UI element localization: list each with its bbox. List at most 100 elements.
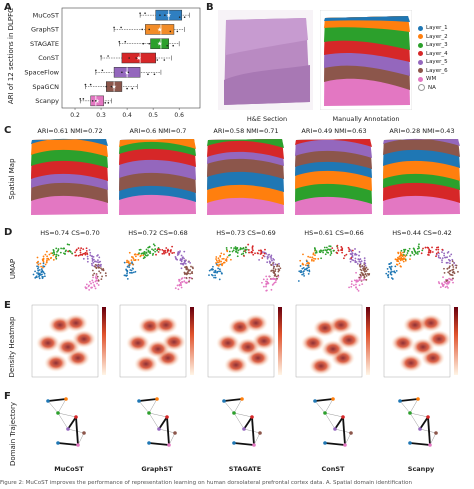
trajectory-graphst: GraphST <box>116 393 200 477</box>
mean-marker: ★ <box>157 41 162 48</box>
trajectory-edge <box>138 400 150 414</box>
trajectory-method-label: ConST <box>321 465 345 473</box>
umap-plot <box>32 243 107 291</box>
trajectory-graph <box>222 397 262 447</box>
legend-item-layer-2: Layer_2 <box>418 33 448 42</box>
trajectory-node <box>46 399 50 403</box>
trajectory-edge <box>148 412 168 418</box>
trajectory-node <box>240 397 244 401</box>
method-label-const: ConST <box>38 54 59 62</box>
trajectory-edge <box>324 442 346 446</box>
method-label-stagate: STAGATE <box>30 40 59 48</box>
sample-point <box>89 83 92 86</box>
legend-swatch <box>418 25 423 31</box>
trajectory-edge <box>409 442 431 446</box>
legend-item-layer-1: Layer_1 <box>418 24 448 33</box>
trajectory-node <box>232 411 236 415</box>
annotation-layers <box>319 9 413 111</box>
legend-swatch <box>418 51 423 57</box>
x-tick-label: 0.4 <box>122 112 132 119</box>
trajectory-edge <box>344 432 352 446</box>
legend-label: Layer_2 <box>426 33 448 40</box>
trajectory-node <box>333 427 337 431</box>
sample-point <box>127 71 130 74</box>
trajectory-edge <box>342 416 346 446</box>
sample-point <box>101 69 104 72</box>
trajectory-edge <box>67 428 85 434</box>
spatial-map-2: ARI=0.6 NMI=0.7 <box>116 127 200 222</box>
umap-plot <box>208 243 282 292</box>
sample-point <box>104 102 107 104</box>
trajectory-edge <box>57 398 67 414</box>
trajectory-edge <box>233 398 243 414</box>
trajectory-const: ConST <box>292 393 376 477</box>
figure-caption: Figure 2: MuCoST improves the performanc… <box>0 480 412 486</box>
trajectory-edge <box>409 412 421 430</box>
sample-point <box>135 57 138 59</box>
legend-item-na: NA <box>418 84 448 93</box>
umap-4: HS=0.61 CS=0.66 <box>292 229 376 301</box>
legend-swatch <box>418 59 423 65</box>
trajectory-edge <box>77 432 85 446</box>
trajectory-node <box>398 399 402 403</box>
trajectory-edge <box>233 442 255 446</box>
sample-point <box>113 26 115 29</box>
legend-swatch <box>418 68 423 74</box>
trajectory-method-label: GraphST <box>141 465 173 473</box>
spatial-score-label: ARI=0.49 NMI=0.63 <box>301 127 367 135</box>
umap-plot <box>123 243 194 291</box>
mean-marker: ★ <box>94 98 99 105</box>
spatial-map-4: ARI=0.49 NMI=0.63 <box>292 127 376 222</box>
density-heatmap-5 <box>380 303 464 389</box>
mean-marker: ★ <box>111 84 116 91</box>
box-plot: ★ MuCoST ★ GraphST ★ STAGATE ★ ConST ★ SpaceFlow ★… <box>24 7 201 119</box>
umap-score-label: HS=0.74 CS=0.70 <box>40 229 100 237</box>
trajectory-node <box>74 415 78 419</box>
sample-point <box>163 59 166 61</box>
spatial-score-label: ARI=0.61 NMI=0.72 <box>37 127 103 135</box>
legend-item-layer-4: Layer_4 <box>418 50 448 59</box>
trajectory-node <box>76 443 80 447</box>
density-heatmap-2 <box>116 303 200 389</box>
sample-point <box>91 100 94 102</box>
trajectory-node <box>173 431 177 435</box>
sample-point <box>176 30 179 33</box>
trajectory-edge <box>324 412 336 430</box>
trajectory-node <box>250 415 254 419</box>
trajectory-node <box>252 443 256 447</box>
umap-plot <box>385 243 459 289</box>
spatial-map-plot <box>207 139 284 215</box>
trajectory-edge <box>168 432 176 446</box>
umap-5: HS=0.44 CS=0.42 <box>380 229 464 301</box>
sample-point <box>100 55 102 57</box>
spatial-map-1: ARI=0.61 NMI=0.72 <box>28 127 112 222</box>
trajectory-method-label: STAGATE <box>228 465 262 473</box>
trajectory-graph <box>398 397 438 447</box>
colorbar <box>102 307 106 375</box>
box-mucost: ★ <box>139 9 190 21</box>
trajectory-scanpy: Scanpy <box>380 393 464 477</box>
box-graphst: ★ <box>113 24 185 35</box>
trajectory-node <box>242 427 246 431</box>
trajectory-node <box>434 431 438 435</box>
trajectory-node <box>323 411 327 415</box>
heatmap-plot <box>295 304 370 378</box>
he-section-caption: H&E Section <box>246 115 288 123</box>
trajectory-edge <box>148 398 158 414</box>
density-heatmap-1 <box>28 303 112 389</box>
umap-score-label: HS=0.61 CS=0.66 <box>304 229 364 237</box>
panel-label-c: C <box>4 125 12 136</box>
mean-marker: ★ <box>136 55 141 62</box>
trajectory-node <box>428 443 432 447</box>
legend-label: NA <box>428 84 436 91</box>
trajectory-node <box>82 431 86 435</box>
panel-label-d: D <box>4 227 13 238</box>
trajectory-edge <box>233 412 245 430</box>
spatial-map-3: ARI=0.58 NMI=0.71 <box>204 127 288 222</box>
trajectory-node <box>232 441 236 445</box>
trajectory-edge <box>138 398 158 402</box>
trajectory-edge <box>409 412 429 418</box>
sample-point <box>95 100 97 102</box>
heatmap-plot <box>383 304 458 378</box>
method-label-spaceflow: SpaceFlow <box>24 68 59 76</box>
